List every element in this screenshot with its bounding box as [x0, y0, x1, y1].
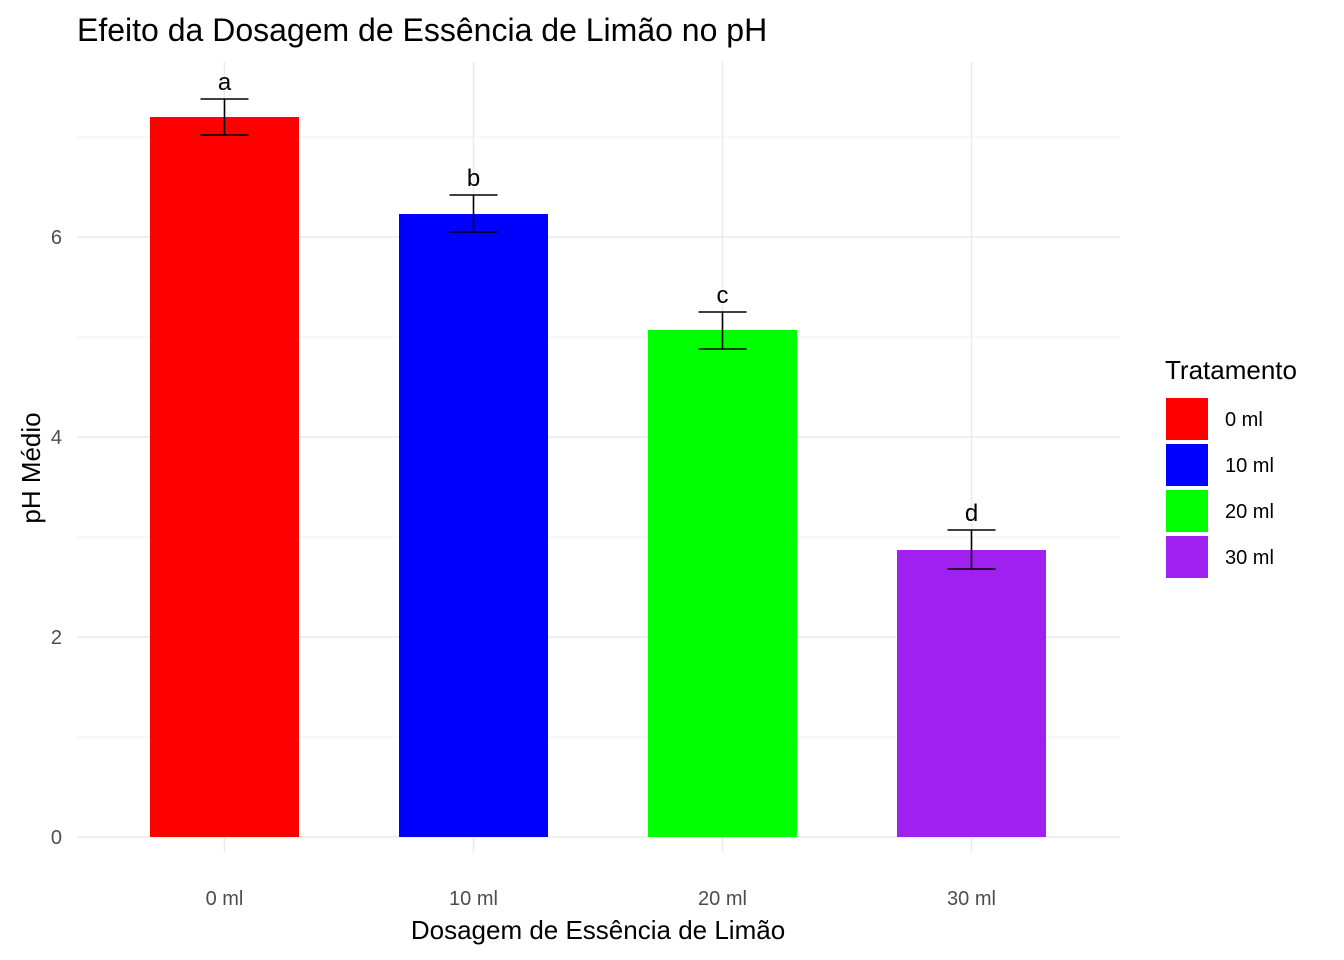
y-tick-label: 6	[51, 227, 62, 249]
error-bars	[200, 98, 996, 570]
error-bar	[698, 311, 747, 350]
significance-label: a	[218, 69, 232, 96]
bar-0-ml	[150, 117, 299, 837]
x-tick-label: 0 ml	[206, 888, 244, 910]
legend-key	[1166, 398, 1208, 440]
bar-30-ml	[897, 550, 1046, 837]
error-bar	[449, 194, 498, 233]
x-tick-label: 30 ml	[947, 888, 996, 910]
legend-label: 0 ml	[1225, 409, 1263, 431]
y-tick-label: 4	[51, 427, 62, 449]
bars	[150, 117, 1046, 837]
y-tick-label: 2	[51, 627, 62, 649]
legend-title: Tratamento	[1165, 355, 1297, 385]
legend-key	[1166, 444, 1208, 486]
significance-labels: a b c d	[218, 69, 978, 527]
legend: Tratamento 0 ml 10 ml 20 ml 30 ml	[1165, 355, 1297, 578]
y-axis-title: pH Médio	[16, 412, 46, 523]
x-tick-label: 10 ml	[449, 888, 498, 910]
legend-items: 0 ml 10 ml 20 ml 30 ml	[1166, 398, 1274, 578]
y-tick-label: 0	[51, 827, 62, 849]
legend-key	[1166, 490, 1208, 532]
significance-label: d	[965, 500, 978, 527]
legend-label: 20 ml	[1225, 501, 1274, 523]
significance-label: b	[467, 165, 480, 192]
error-bar	[947, 529, 996, 570]
bar-20-ml	[648, 330, 797, 837]
error-bar	[200, 98, 249, 136]
y-axis-ticks: 0 2 4 6	[51, 227, 62, 849]
bar-10-ml	[399, 214, 548, 837]
x-axis-ticks: 0 ml 10 ml 20 ml 30 ml	[206, 888, 996, 910]
x-tick-label: 20 ml	[698, 888, 747, 910]
legend-label: 10 ml	[1225, 455, 1274, 477]
legend-label: 30 ml	[1225, 547, 1274, 569]
x-axis-title: Dosagem de Essência de Limão	[411, 915, 785, 945]
legend-key	[1166, 536, 1208, 578]
chart-title: Efeito da Dosagem de Essência de Limão n…	[77, 12, 767, 48]
significance-label: c	[717, 282, 729, 309]
